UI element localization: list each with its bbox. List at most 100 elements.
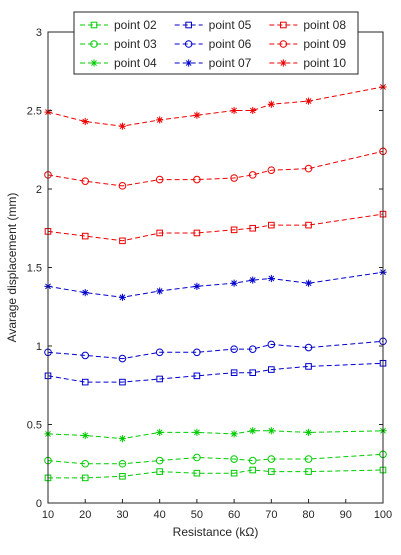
- data-point: [81, 117, 89, 126]
- data-point: [118, 435, 127, 443]
- data-point: [81, 431, 89, 440]
- legend-item: point 05: [174, 18, 252, 32]
- x-tick-label: 80: [302, 509, 314, 521]
- data-point: [305, 363, 312, 370]
- x-tick-label: 30: [116, 509, 128, 521]
- data-point: [230, 469, 238, 477]
- data-point: [304, 97, 313, 105]
- data-point: [81, 378, 89, 386]
- y-tick-label: 2: [36, 184, 42, 196]
- data-point: [230, 226, 238, 234]
- legend-marker: [279, 59, 287, 67]
- series-line: [47, 362, 384, 383]
- data-point: [267, 340, 276, 349]
- data-point: [230, 345, 238, 353]
- data-point: [249, 224, 257, 232]
- data-point: [230, 279, 238, 287]
- data-point: [230, 369, 238, 376]
- series-point-10: [44, 83, 387, 130]
- series-layer: [44, 83, 387, 482]
- data-point: [267, 100, 275, 108]
- y-tick-label: 0.5: [27, 420, 42, 432]
- data-point: [155, 348, 164, 357]
- data-point: [156, 468, 163, 475]
- data-point: [193, 282, 201, 290]
- data-point: [193, 453, 201, 462]
- data-point: [156, 229, 163, 237]
- x-tick-label: 100: [374, 509, 392, 521]
- legend-label: point 07: [209, 56, 252, 70]
- y-tick-label: 1: [36, 341, 42, 353]
- data-point: [81, 177, 90, 185]
- series-line: [47, 453, 384, 465]
- legend-item: point 07: [174, 56, 252, 70]
- data-point: [193, 469, 201, 477]
- series-line: [47, 271, 384, 298]
- data-point: [81, 232, 89, 240]
- legend-label: point 05: [209, 18, 252, 32]
- legend-item: point 08: [269, 18, 346, 32]
- data-point: [155, 456, 164, 465]
- legend-marker: [90, 21, 98, 29]
- legend-box: [73, 11, 359, 75]
- series-line: [48, 469, 384, 479]
- data-point: [268, 221, 275, 229]
- data-point: [193, 229, 201, 237]
- legend-marker: [279, 40, 288, 48]
- legend-item: point 09: [269, 37, 346, 51]
- data-point: [119, 378, 126, 386]
- x-tick-label: 70: [265, 509, 277, 521]
- legend-label: point 09: [303, 37, 346, 51]
- legend-item: point 03: [80, 37, 157, 51]
- y-tick-label: 2.5: [27, 106, 42, 118]
- data-point: [118, 354, 127, 363]
- data-point: [193, 111, 201, 119]
- data-point: [304, 428, 313, 436]
- data-point: [304, 455, 313, 463]
- x-tick-label: 40: [154, 509, 166, 521]
- data-point: [230, 106, 238, 115]
- legend-item: point 02: [80, 18, 157, 32]
- data-point: [268, 468, 275, 475]
- data-point: [118, 182, 127, 190]
- legend-marker: [90, 59, 98, 67]
- series-line: [47, 150, 384, 187]
- x-tick-label: 90: [340, 509, 352, 521]
- x-tick-label: 20: [79, 509, 91, 521]
- legend-marker: [90, 40, 98, 48]
- series-line: [47, 86, 384, 127]
- x-tick-label: 60: [228, 509, 240, 521]
- x-axis-label: Resistance (kΩ): [173, 525, 259, 539]
- x-tick-label: 50: [191, 509, 203, 521]
- data-point: [156, 428, 164, 436]
- data-point: [249, 427, 257, 435]
- x-tick-label: 10: [42, 509, 54, 521]
- legend-item: point 06: [174, 37, 252, 51]
- data-point: [193, 428, 201, 436]
- data-point: [230, 174, 238, 182]
- legend-label: point 06: [209, 37, 252, 51]
- y-axis-label: Avarage displacement (mm): [5, 193, 19, 343]
- data-point: [156, 375, 163, 383]
- series-line: [47, 430, 384, 440]
- data-point: [118, 459, 127, 468]
- data-point: [119, 473, 126, 480]
- data-point: [249, 106, 257, 115]
- data-point: [305, 221, 312, 229]
- legend-marker: [184, 40, 193, 48]
- legend-marker: [185, 59, 193, 67]
- legend: point 02 point 03 point 04 point 05 point 06…: [73, 11, 359, 75]
- y-tick-label: 1.5: [27, 263, 42, 275]
- legend-item: point 04: [80, 56, 157, 70]
- data-point: [305, 468, 312, 475]
- data-point: [193, 348, 201, 357]
- data-point: [248, 171, 257, 179]
- data-point: [249, 466, 257, 474]
- data-point: [304, 164, 313, 173]
- series-point-05: [44, 359, 387, 386]
- data-point: [193, 372, 201, 380]
- data-point: [156, 287, 164, 295]
- ticks-layer: 10 20 30 40 50 60 70 80 90 100 0 0.5 1 1.5 2 2.5 3: [27, 27, 392, 521]
